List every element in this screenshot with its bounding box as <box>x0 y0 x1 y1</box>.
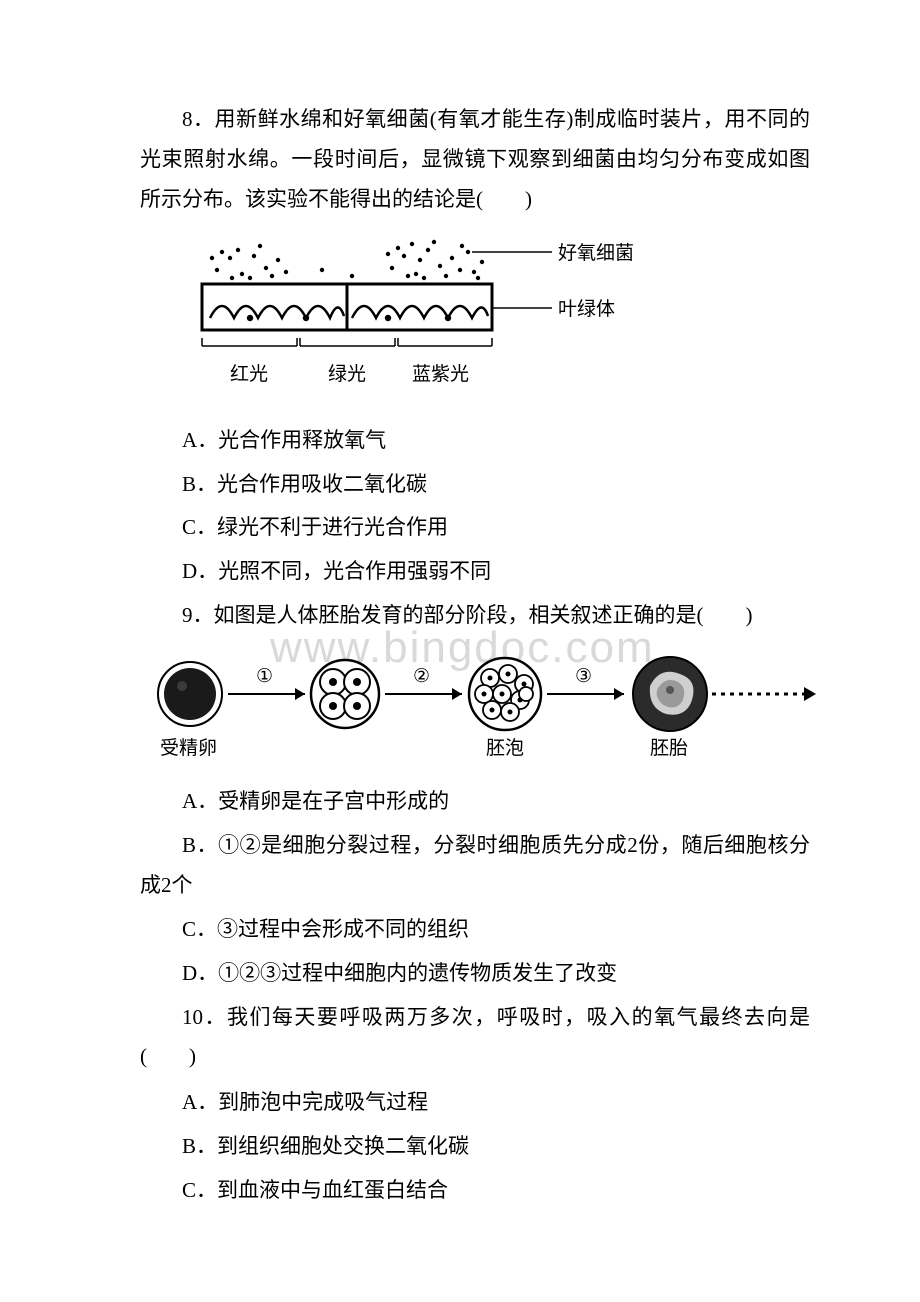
q8-figure: 好氧细菌 <box>182 228 810 413</box>
q8-option-c: C．绿光不利于进行光合作用 <box>140 508 810 548</box>
q9-option-c: C．③过程中会形成不同的组织 <box>140 910 810 950</box>
q9-stage-3: 胚泡 <box>486 737 524 759</box>
q9-arrow-3: ③ <box>575 666 592 687</box>
q9-stage-4: 胚胎 <box>650 737 688 759</box>
q8-label-chloroplast: 叶绿体 <box>558 298 615 320</box>
q10-stem: 10．我们每天要呼吸两万多次，呼吸时，吸入的氧气最终去向是( ) <box>140 998 810 1078</box>
q10-option-a: A．到肺泡中完成吸气过程 <box>140 1083 810 1123</box>
q8-option-d: D．光照不同，光合作用强弱不同 <box>140 552 810 592</box>
q10-option-b: B．到组织细胞处交换二氧化碳 <box>140 1127 810 1167</box>
q9-stage-1: 受精卵 <box>160 737 217 759</box>
q8-option-b: B．光合作用吸收二氧化碳 <box>140 465 810 505</box>
q8-stem: 8．用新鲜水绵和好氧细菌(有氧才能生存)制成临时装片，用不同的光束照射水绵。一段… <box>140 100 810 220</box>
q8-light-green: 绿光 <box>328 363 366 385</box>
q9-figure: www.bingdoc.com 受精卵 ① ② <box>140 644 810 774</box>
q9-option-a: A．受精卵是在子宫中形成的 <box>140 782 810 822</box>
q8-option-a: A．光合作用释放氧气 <box>140 421 810 461</box>
q10-option-c: C．到血液中与血红蛋白结合 <box>140 1171 810 1211</box>
q9-stem: 9．如图是人体胚胎发育的部分阶段，相关叙述正确的是( ) <box>140 596 810 636</box>
q8-label-bacteria: 好氧细菌 <box>558 242 634 264</box>
q9-arrow-2: ② <box>413 666 430 687</box>
q9-option-d: D．①②③过程中细胞内的遗传物质发生了改变 <box>140 954 810 994</box>
q8-light-red: 红光 <box>230 363 268 385</box>
q8-light-blue: 蓝紫光 <box>412 363 469 385</box>
q9-option-b: B．①②是细胞分裂过程，分裂时细胞质先分成2份，随后细胞核分成2个 <box>140 826 810 906</box>
q9-arrow-1: ① <box>256 666 273 687</box>
